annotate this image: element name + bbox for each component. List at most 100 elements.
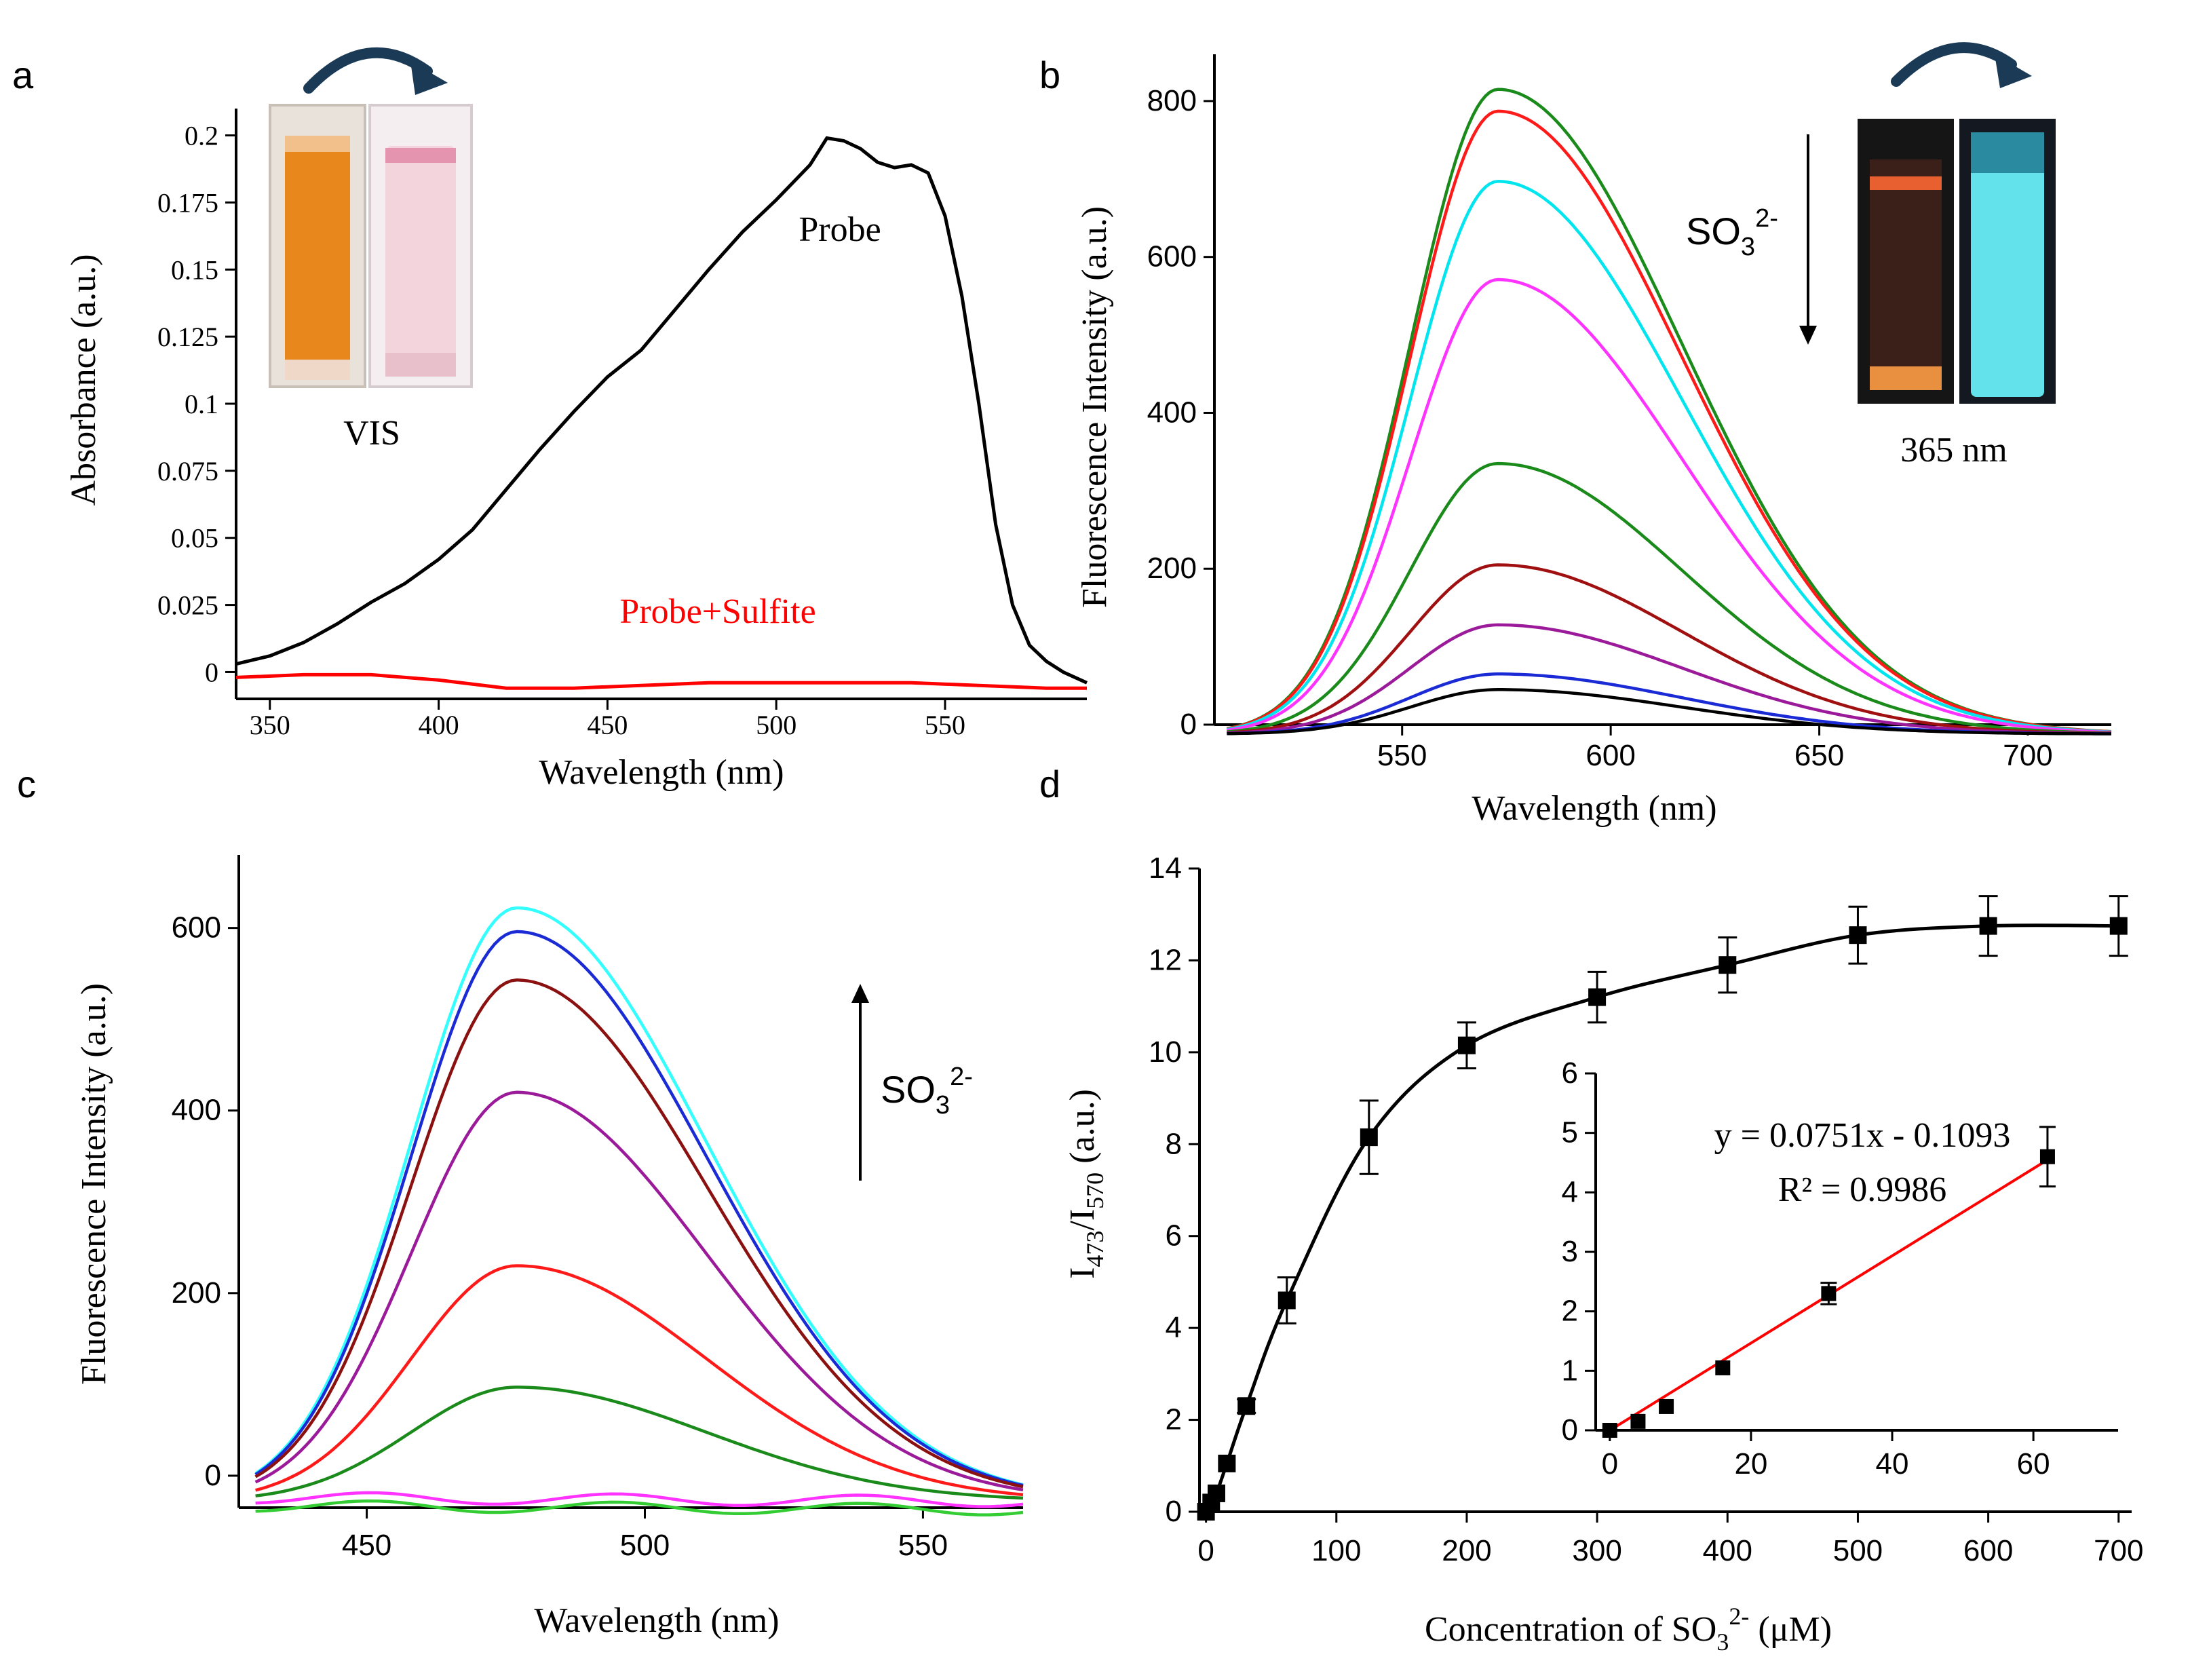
y-tick-label: 600 bbox=[172, 911, 221, 944]
y-axis-title-part: 570 bbox=[1081, 1172, 1109, 1209]
y-axis-title-part: /I bbox=[1063, 1209, 1102, 1231]
x-tick-label: 500 bbox=[620, 1529, 670, 1562]
x-tick-label: 500 bbox=[756, 710, 796, 740]
y-tick-label: 3 bbox=[1562, 1235, 1578, 1268]
data-point bbox=[1457, 1036, 1476, 1054]
b-plot-area: 550 600 650 700 0 200 400 600 800 Wavelength (nm)… bbox=[1075, 54, 2112, 828]
y-tick-label: 8 bbox=[1166, 1127, 1182, 1160]
x-tick-label: 500 bbox=[1833, 1534, 1883, 1567]
x-tick-label: 650 bbox=[1794, 739, 1844, 772]
y-tick-label: 0.05 bbox=[171, 523, 218, 554]
spectrum-curve-2 bbox=[254, 930, 1024, 1487]
y-tick-label: 0.1 bbox=[185, 389, 218, 419]
panel-b-label: b bbox=[1039, 54, 1060, 96]
spectrum-curve-1 bbox=[254, 906, 1024, 1487]
panel-c: c 450 500 550 0 200 400 600 Wavelength (nm) Fluo… bbox=[17, 763, 1024, 1640]
y-tick-label: 0.025 bbox=[157, 590, 218, 621]
data-point bbox=[1237, 1397, 1256, 1415]
y-tick-label: 400 bbox=[172, 1094, 221, 1127]
spectrum-curve-7 bbox=[1227, 623, 2112, 736]
x-tick-label: 550 bbox=[1377, 739, 1427, 772]
spectrum-curve-4 bbox=[1227, 278, 2112, 734]
spectrum-curve-3 bbox=[1227, 180, 2112, 733]
x-tick-label: 450 bbox=[587, 710, 628, 740]
down-arrow-icon bbox=[1799, 326, 1817, 345]
arrow-head-icon bbox=[410, 61, 448, 95]
x-axis-title-part: (μM) bbox=[1749, 1610, 1832, 1649]
x-tick-label: 400 bbox=[1703, 1534, 1752, 1567]
y-tick-label: 0 bbox=[1562, 1413, 1578, 1447]
c-plot-area: 450 500 550 0 200 400 600 Wavelength (nm) Fluore… bbox=[75, 855, 1024, 1640]
x-tick-label: 40 bbox=[1876, 1447, 1909, 1481]
up-arrow-icon bbox=[851, 984, 869, 1003]
x-tick-label: 100 bbox=[1311, 1534, 1361, 1567]
inset-data-point bbox=[1602, 1423, 1617, 1438]
x-tick-label: 0 bbox=[1602, 1447, 1618, 1481]
y-tick-label: 0.075 bbox=[157, 456, 218, 486]
panel-d: d 0 100 200 300 400 500 600 70002468101214Conce… bbox=[1039, 763, 2143, 1656]
y-tick-label: 0 bbox=[205, 1459, 221, 1492]
y-tick-label: 800 bbox=[1147, 84, 1197, 117]
panel-a-label: a bbox=[12, 54, 34, 96]
vis-label: VIS bbox=[343, 414, 400, 453]
y-axis-title: Fluorescence Intensity (a.u.) bbox=[75, 983, 113, 1385]
panel-b: b 550 600 650 700 0 200 400 600 800 Wavelength (n… bbox=[1039, 42, 2112, 828]
y-tick-label: 10 bbox=[1149, 1035, 1182, 1069]
arrow-head-icon bbox=[1995, 54, 2032, 88]
spectrum-curve-4 bbox=[254, 1090, 1024, 1492]
y-axis-title-part: 473 bbox=[1081, 1231, 1109, 1267]
y-axis-title-part: (a.u.) bbox=[1063, 1089, 1102, 1172]
y-tick-label: 400 bbox=[1147, 396, 1197, 429]
probe-label: Probe bbox=[799, 210, 881, 249]
y-axis-title: Absorbance (a.u.) bbox=[64, 254, 103, 505]
y-axis-title: I473/I570 (a.u.) bbox=[1063, 1089, 1109, 1279]
uv-cuvette-photos: 365 nm bbox=[1858, 42, 2056, 470]
data-point bbox=[1979, 917, 1997, 935]
c-arrow: SO32- bbox=[851, 984, 973, 1181]
y-tick-label: 600 bbox=[1147, 240, 1197, 273]
panel-d-label: d bbox=[1039, 763, 1060, 805]
series-line-probe-sulfite bbox=[235, 672, 1087, 690]
y-tick-label: 1 bbox=[1562, 1354, 1578, 1387]
spectrum-curve-5 bbox=[1227, 461, 2112, 735]
y-tick-label: 6 bbox=[1562, 1056, 1578, 1090]
data-point bbox=[1207, 1484, 1225, 1502]
curved-arrow-icon bbox=[303, 47, 433, 94]
data-point bbox=[1849, 926, 1867, 944]
inset-data-point bbox=[1821, 1286, 1837, 1301]
spectrum-curve-6 bbox=[255, 1386, 1024, 1500]
y-tick-label: 6 bbox=[1166, 1219, 1182, 1253]
y-tick-label: 0.175 bbox=[157, 187, 218, 218]
x-tick-label: 20 bbox=[1734, 1447, 1767, 1481]
y-tick-label: 14 bbox=[1149, 852, 1182, 885]
series-line-probe bbox=[235, 136, 1088, 685]
c-arrow-label: SO32- bbox=[881, 1063, 973, 1120]
spectrum-curve-8 bbox=[255, 1499, 1024, 1516]
spectrum-curve-5 bbox=[255, 1264, 1024, 1497]
x-tick-label: 0 bbox=[1197, 1534, 1214, 1567]
x-tick-label: 200 bbox=[1442, 1534, 1491, 1567]
curved-arrow-icon bbox=[1891, 42, 2017, 87]
x-tick-label: 600 bbox=[1586, 739, 1635, 772]
vis-cuvette-photos: VIS bbox=[269, 47, 473, 453]
spectrum-curve-9 bbox=[1227, 688, 2111, 736]
probe-sulfite-label: Probe+Sulfite bbox=[619, 592, 815, 631]
saturation-curve bbox=[1204, 923, 2119, 1513]
y-tick-label: 4 bbox=[1562, 1175, 1578, 1208]
b-arrow: SO32- bbox=[1686, 134, 1817, 345]
y-tick-label: 4 bbox=[1166, 1311, 1182, 1344]
fit-r2: R² = 0.9986 bbox=[1778, 1170, 1947, 1209]
data-point bbox=[1718, 956, 1737, 974]
inset-data-point bbox=[2039, 1149, 2055, 1164]
panel-c-label: c bbox=[17, 763, 36, 805]
x-tick-label: 550 bbox=[925, 710, 965, 740]
y-axis-title: Fluorescence Intensity (a.u.) bbox=[1075, 206, 1114, 608]
x-tick-label: 300 bbox=[1572, 1534, 1621, 1567]
x-tick-label: 350 bbox=[250, 710, 290, 740]
data-point bbox=[1278, 1291, 1296, 1310]
y-tick-label: 200 bbox=[172, 1276, 221, 1310]
x-axis-title: Wavelength (nm) bbox=[534, 1601, 779, 1640]
data-point bbox=[1360, 1128, 1378, 1147]
fit-equation: y = 0.0751x - 0.1093 bbox=[1714, 1116, 2011, 1155]
